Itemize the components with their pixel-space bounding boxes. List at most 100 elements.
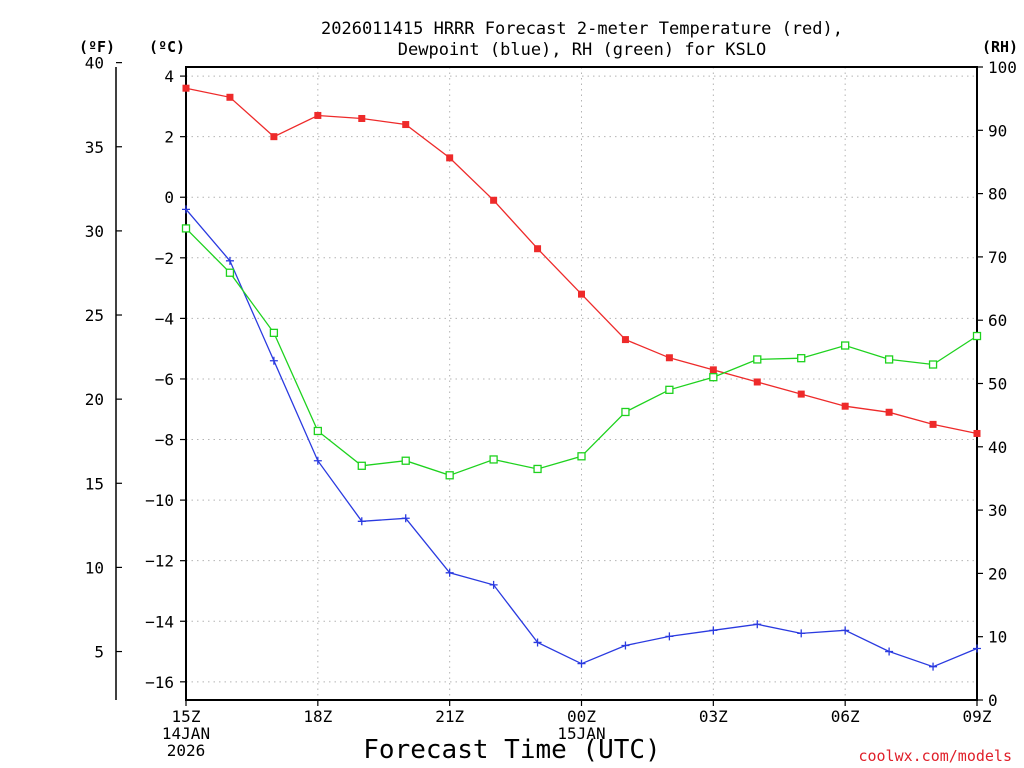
rh-tick-label: 40 xyxy=(988,438,1007,457)
rh-point xyxy=(489,455,498,464)
dewpoint-point xyxy=(269,356,278,365)
dewpoint-point xyxy=(313,456,322,465)
dewpoint-point xyxy=(577,659,586,668)
celsius-tick-label: −2 xyxy=(155,249,174,268)
x-tick-label: 18Z xyxy=(303,707,332,726)
rh-tick-label: 30 xyxy=(988,501,1007,520)
rh-tick-label: 90 xyxy=(988,121,1007,140)
rh-tick-label: 10 xyxy=(988,628,1007,647)
rh-tick-label: 80 xyxy=(988,185,1007,204)
dewpoint-point xyxy=(753,620,762,629)
temperature-point xyxy=(490,196,498,204)
fahrenheit-unit-label: (ºF) xyxy=(79,38,115,56)
x-tick-label: 15JAN xyxy=(557,724,605,743)
dewpoint-point xyxy=(665,632,674,641)
temperature-point xyxy=(446,154,454,162)
fahrenheit-tick-label: 25 xyxy=(85,306,104,325)
temperature-point xyxy=(226,93,234,101)
temperature-point xyxy=(621,336,629,344)
gridlines xyxy=(186,67,977,700)
temperature-point xyxy=(314,111,322,119)
dewpoint-point xyxy=(445,568,454,577)
fahrenheit-tick-label: 5 xyxy=(94,643,104,662)
rh-point xyxy=(972,331,982,341)
dewpoint-series xyxy=(182,205,981,671)
rh-tick-label: 50 xyxy=(988,375,1007,394)
celsius-tick-label: −12 xyxy=(145,552,174,571)
rh-point xyxy=(709,373,718,382)
temperature-point xyxy=(885,408,893,416)
celsius-tick-label: 4 xyxy=(164,67,174,86)
x-tick-label: 06Z xyxy=(831,707,860,726)
x-axis-label: Forecast Time (UTC) xyxy=(363,735,660,765)
celsius-tick-label: −6 xyxy=(155,370,174,389)
rh-series xyxy=(181,224,982,480)
rh-point xyxy=(181,224,191,233)
series-group xyxy=(181,84,982,671)
celsius-tick-label: −4 xyxy=(155,309,174,328)
fahrenheit-tick-label: 30 xyxy=(85,222,104,241)
celsius-tick-label: 2 xyxy=(164,128,174,147)
dewpoint-point xyxy=(357,517,366,526)
fahrenheit-tick-label: 10 xyxy=(85,558,104,577)
chart-title-line1: 2026011415 HRRR Forecast 2-meter Tempera… xyxy=(321,19,843,39)
temperature-point xyxy=(182,84,190,92)
temperature-point xyxy=(534,245,542,253)
temperature-point xyxy=(973,429,981,437)
rh-point xyxy=(884,355,894,364)
dewpoint-point xyxy=(401,514,410,523)
rh-point xyxy=(928,360,938,369)
rh-tick-label: 20 xyxy=(988,564,1007,583)
x-tick-label: 09Z xyxy=(963,707,992,726)
fahrenheit-tick-label: 20 xyxy=(85,390,104,409)
x-tick-label: 00Z xyxy=(567,707,596,726)
rh-point xyxy=(621,407,630,417)
dewpoint-point xyxy=(489,580,498,589)
rh-tick-label: 70 xyxy=(988,248,1007,267)
rh-point xyxy=(445,471,454,480)
dewpoint-point xyxy=(182,205,190,214)
x-tick-label: 14JAN xyxy=(162,724,210,743)
rh-point xyxy=(797,354,806,363)
rh-point xyxy=(357,461,366,470)
temperature-point xyxy=(270,133,278,141)
rh-point xyxy=(577,452,586,461)
dewpoint-point xyxy=(621,641,630,650)
dewpoint-point xyxy=(533,638,542,647)
dewpoint-point xyxy=(797,629,806,638)
axes: 420−2−4−6−8−10−12−14−1640353025201510510… xyxy=(85,54,1017,760)
celsius-tick-label: 0 xyxy=(164,188,174,207)
x-tick-label: 21Z xyxy=(435,707,464,726)
dewpoint-point xyxy=(973,644,981,653)
rh-point xyxy=(313,426,322,436)
temperature-point xyxy=(709,366,717,374)
temperature-point xyxy=(797,390,805,398)
rh-point xyxy=(269,328,279,338)
dewpoint-point xyxy=(929,662,938,671)
celsius-tick-label: −8 xyxy=(155,431,174,450)
x-tick-label: 15Z xyxy=(172,707,201,726)
celsius-tick-label: −14 xyxy=(145,612,174,631)
rh-point xyxy=(533,464,542,474)
rh-tick-label: 100 xyxy=(988,58,1017,77)
rh-point xyxy=(665,385,674,394)
celsius-unit-label: (ºC) xyxy=(149,38,185,56)
fahrenheit-tick-label: 35 xyxy=(85,138,104,157)
rh-tick-label: 0 xyxy=(988,691,998,710)
dewpoint-point xyxy=(885,647,894,656)
rh-tick-label: 60 xyxy=(988,311,1007,330)
temperature-point xyxy=(578,290,585,298)
rh-unit-label: (RH) xyxy=(982,38,1018,56)
rh-point xyxy=(225,268,235,277)
temperature-point xyxy=(753,378,761,386)
fahrenheit-tick-label: 40 xyxy=(85,54,104,73)
temperature-point xyxy=(402,121,410,129)
x-tick-label: 03Z xyxy=(699,707,728,726)
dewpoint-point xyxy=(709,626,718,635)
watermark: coolwx.com/models xyxy=(858,747,1012,765)
dewpoint-point xyxy=(841,626,850,635)
temperature-point xyxy=(841,402,849,410)
temperature-point xyxy=(929,420,937,428)
